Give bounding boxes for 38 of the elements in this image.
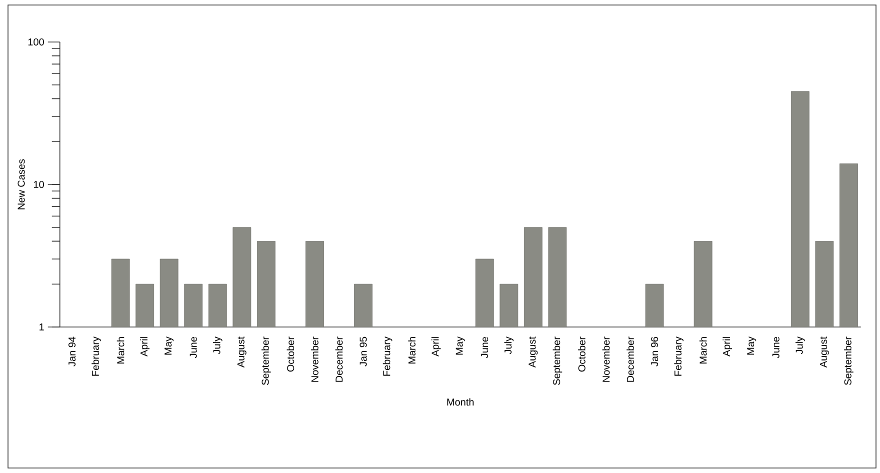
x-tick-label: December (626, 336, 634, 382)
x-axis-title: Month (447, 398, 474, 406)
y-tick-label: 1 (40, 324, 44, 330)
x-tick-label: September (262, 336, 271, 385)
x-tick-label: November (311, 336, 318, 382)
x-tick-label: Jan 96 (651, 336, 658, 366)
y-tick-label: 100 (28, 38, 44, 46)
x-tick-label: Jan 94 (68, 336, 76, 366)
x-tick-label: May (164, 336, 174, 355)
x-tick-label: Jan 95 (360, 336, 367, 366)
x-tick-label: February (92, 336, 101, 376)
x-tick-label: May (747, 336, 756, 355)
x-tick-label: September (552, 336, 562, 385)
x-tick-label: March (699, 337, 707, 364)
x-tick-label: August (820, 336, 829, 368)
y-tick-label: 10 (34, 180, 44, 188)
x-tick-label: March (408, 337, 416, 364)
x-tick-label: February (382, 336, 392, 376)
x-tick-label: November (602, 336, 610, 382)
x-tick-label: July (212, 336, 222, 354)
x-tick-label: May (456, 336, 465, 355)
x-tick-label: October (286, 336, 294, 372)
y-axis-title: New Cases (18, 159, 25, 210)
x-tick-label: September (844, 336, 854, 385)
x-tick-label: July (796, 336, 805, 354)
x-tick-label: October (578, 336, 586, 372)
x-tick-label: June (772, 336, 780, 358)
x-tick-label: August (528, 336, 538, 368)
x-tick-label: February (674, 336, 684, 376)
x-tick-label: April (140, 337, 150, 356)
x-tick-label: July (504, 336, 514, 354)
x-tick-label: June (190, 336, 197, 358)
x-tick-label: April (431, 337, 441, 356)
x-tick-label: December (335, 336, 343, 382)
x-tick-label: March (116, 337, 124, 364)
x-tick-label: June (481, 336, 488, 358)
x-tick-label: August (237, 336, 246, 368)
x-tick-label: April (722, 337, 732, 356)
